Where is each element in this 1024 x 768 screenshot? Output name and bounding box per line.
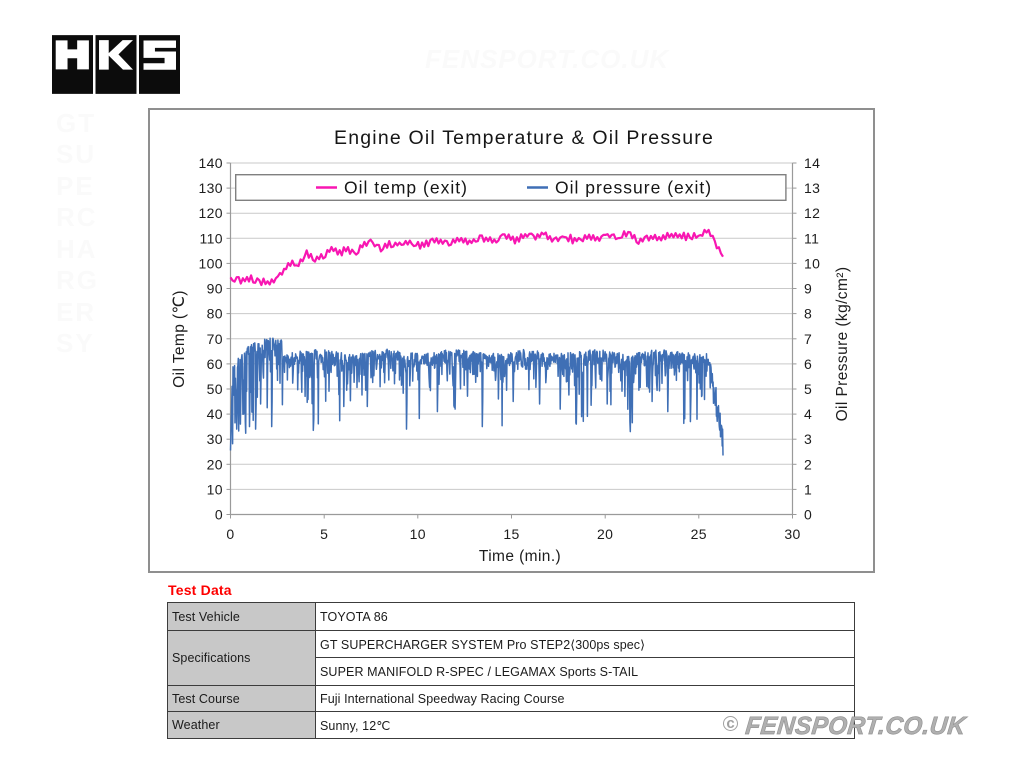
svg-text:12: 12 — [804, 205, 820, 221]
svg-text:0: 0 — [804, 507, 812, 523]
svg-text:1: 1 — [804, 481, 812, 497]
svg-text:13: 13 — [804, 180, 820, 196]
svg-text:3: 3 — [804, 431, 812, 447]
svg-text:14: 14 — [804, 155, 820, 171]
svg-text:15: 15 — [503, 526, 519, 542]
svg-text:90: 90 — [207, 281, 223, 297]
svg-text:0: 0 — [226, 526, 234, 542]
svg-text:11: 11 — [804, 230, 819, 246]
svg-text:Time (min.): Time (min.) — [479, 548, 561, 565]
svg-text:140: 140 — [198, 155, 223, 171]
svg-text:10: 10 — [410, 526, 426, 542]
svg-text:30: 30 — [207, 431, 223, 447]
svg-text:8: 8 — [804, 306, 812, 322]
svg-text:9: 9 — [804, 281, 812, 297]
svg-text:6: 6 — [804, 356, 812, 372]
svg-text:30: 30 — [784, 526, 800, 542]
svg-text:10: 10 — [804, 255, 820, 271]
svg-text:5: 5 — [804, 381, 812, 397]
svg-text:50: 50 — [207, 381, 223, 397]
svg-text:Oil pressure (exit): Oil pressure (exit) — [555, 178, 712, 198]
svg-text:20: 20 — [597, 526, 613, 542]
svg-text:0: 0 — [215, 507, 223, 523]
svg-text:120: 120 — [198, 205, 223, 221]
svg-text:7: 7 — [804, 331, 812, 347]
svg-text:110: 110 — [199, 230, 223, 246]
svg-text:5: 5 — [320, 526, 328, 542]
svg-text:25: 25 — [691, 526, 707, 542]
svg-text:10: 10 — [207, 481, 223, 497]
svg-text:Engine Oil Temperature & Oil P: Engine Oil Temperature & Oil Pressure — [334, 127, 714, 149]
svg-text:70: 70 — [207, 331, 223, 347]
svg-text:Oil Temp (℃): Oil Temp (℃) — [171, 290, 188, 388]
svg-text:80: 80 — [207, 306, 223, 322]
svg-text:20: 20 — [207, 456, 223, 472]
svg-text:40: 40 — [207, 406, 223, 422]
svg-text:60: 60 — [207, 356, 223, 372]
svg-text:130: 130 — [198, 180, 223, 196]
svg-text:Oil Pressure (kg/cm²): Oil Pressure (kg/cm²) — [834, 267, 851, 422]
svg-text:100: 100 — [198, 255, 223, 271]
svg-text:2: 2 — [804, 456, 812, 472]
svg-text:4: 4 — [804, 406, 812, 422]
svg-text:Oil temp (exit): Oil temp (exit) — [344, 178, 468, 198]
